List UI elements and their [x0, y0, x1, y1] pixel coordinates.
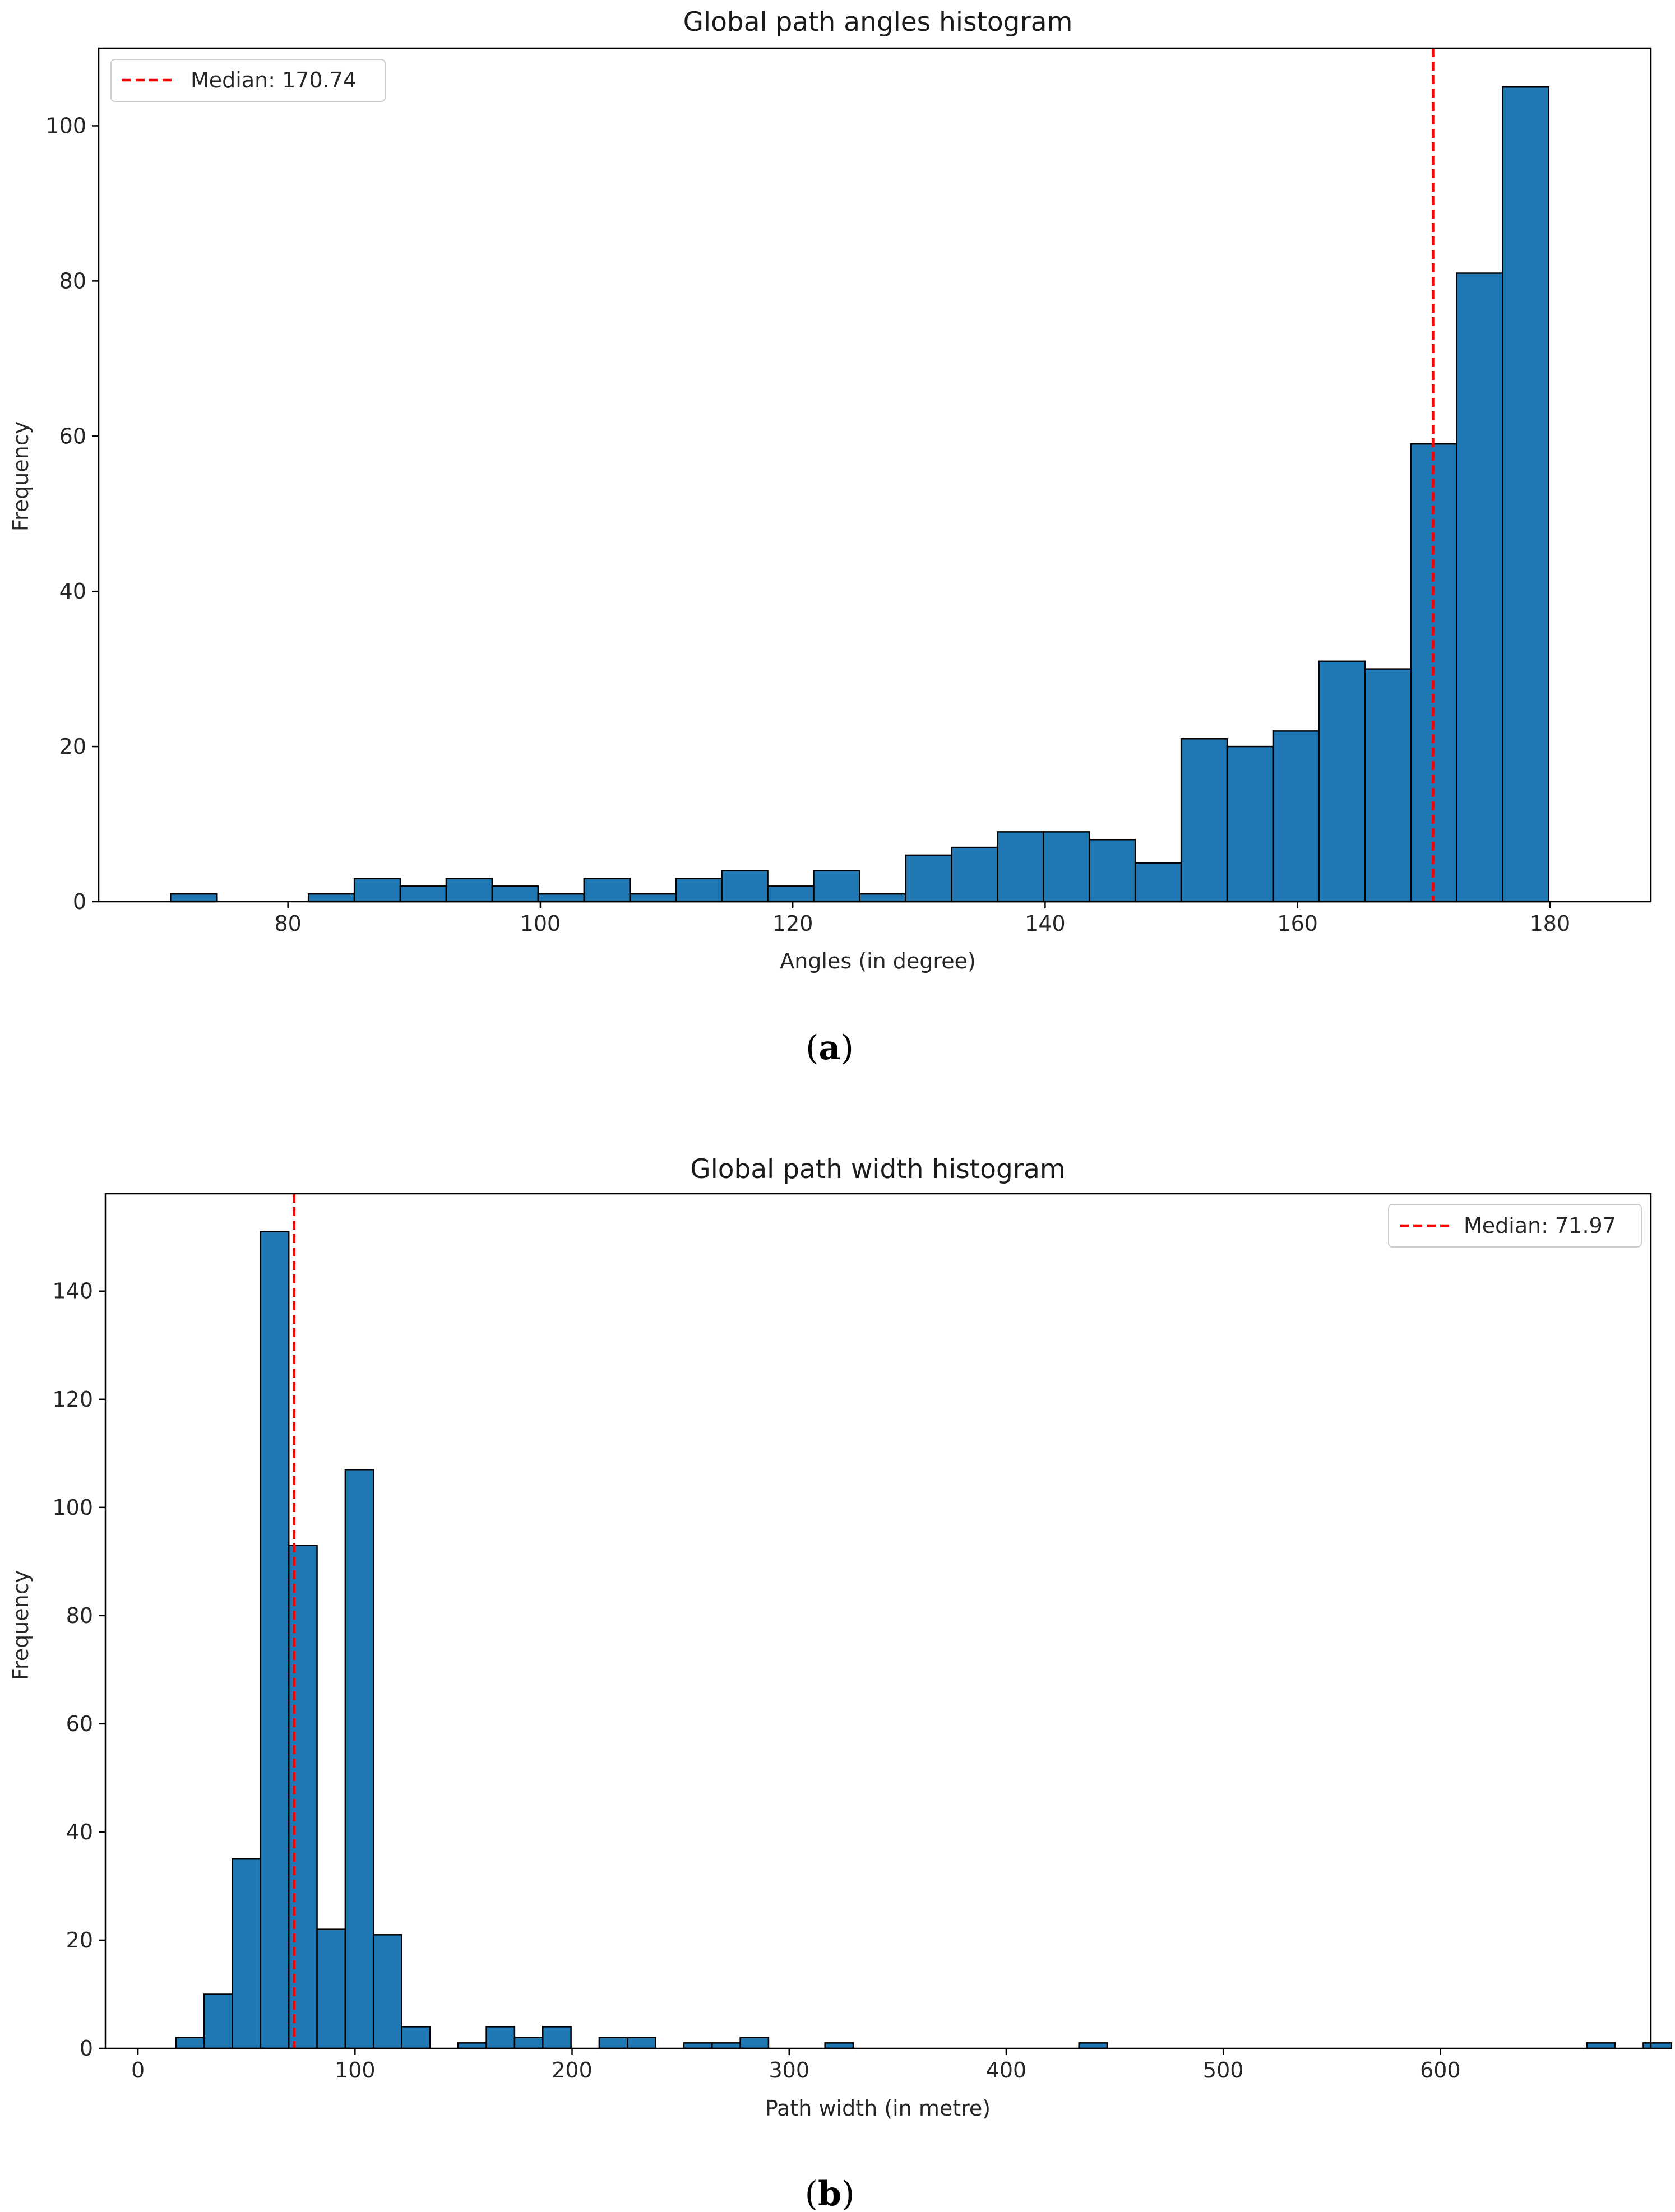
- x-tick-label: 200: [552, 2058, 593, 2083]
- histogram-bar: [1078, 2042, 1108, 2049]
- histogram-bar: [683, 2042, 713, 2049]
- histogram-bar: [1456, 272, 1503, 903]
- histogram-bar: [457, 2042, 487, 2049]
- y-tick-label: 140: [52, 1279, 93, 1304]
- histogram-bar: [175, 2037, 205, 2049]
- histogram-bar: [1364, 668, 1412, 903]
- x-axis-label: Path width (in metre): [765, 2096, 991, 2121]
- histogram-bar: [445, 878, 493, 903]
- y-tick-label: 20: [59, 734, 86, 759]
- histogram-bar: [537, 893, 585, 903]
- x-tick-label: 500: [1203, 2058, 1244, 2083]
- angles-histogram-panel: Global path angles histogram 80 100 120 140…: [8, 7, 1652, 1068]
- histogram-bar: [316, 1928, 346, 2049]
- histogram-bar: [288, 1545, 318, 2049]
- x-tick-label: 300: [769, 2058, 809, 2083]
- legend-median-label: Median: 170.74: [191, 68, 357, 92]
- chart-title: Global path angles histogram: [683, 7, 1073, 38]
- y-axis-label: Frequency: [8, 421, 33, 531]
- x-tick-label: 0: [131, 2058, 145, 2083]
- y-tick-label: 120: [52, 1387, 93, 1412]
- caption-letter: b: [818, 2174, 841, 2212]
- y-tick-label: 100: [45, 113, 86, 138]
- histogram-bar: [859, 893, 906, 903]
- plot-frame: [98, 47, 1652, 903]
- histogram-bar: [905, 854, 952, 903]
- histogram-bar: [627, 2037, 656, 2049]
- x-tick-label: 400: [986, 2058, 1027, 2083]
- histogram-bar: [675, 878, 723, 903]
- legend: Median: 170.74: [110, 59, 386, 102]
- x-tick-label: 140: [1025, 911, 1066, 936]
- histogram-bar: [344, 1469, 374, 2049]
- histogram-bar: [1586, 2042, 1616, 2049]
- histogram-bar: [307, 893, 355, 903]
- y-tick-label: 80: [59, 268, 86, 293]
- x-tick-label: 160: [1277, 911, 1318, 936]
- histogram-bar: [203, 1993, 233, 2049]
- histogram-bar: [1043, 831, 1090, 903]
- x-tick-label: 80: [275, 911, 302, 936]
- histogram-bar: [1642, 2042, 1673, 2049]
- legend-box: [110, 59, 386, 102]
- y-tick-label: 60: [59, 424, 86, 448]
- x-tick-label: 120: [772, 911, 813, 936]
- panel-caption: (b): [805, 2174, 855, 2212]
- caption-letter: a: [819, 1028, 841, 1068]
- y-axis-label: Frequency: [8, 1570, 33, 1680]
- histogram-bar: [767, 885, 815, 903]
- histogram-bar: [997, 831, 1044, 903]
- y-tick-label: 80: [66, 1603, 93, 1628]
- x-tick-label: 600: [1420, 2058, 1461, 2083]
- panel-caption: (a): [806, 1028, 854, 1068]
- histogram-bar: [629, 893, 677, 903]
- chart-title: Global path width histogram: [690, 1154, 1065, 1185]
- y-tick-label: 20: [66, 1928, 93, 1953]
- histogram-bar: [739, 2037, 770, 2049]
- histogram-bar: [260, 1231, 290, 2049]
- histogram-bar: [491, 885, 539, 903]
- x-axis-label: Angles (in degree): [780, 949, 976, 973]
- histogram-bar: [813, 870, 860, 903]
- width-histogram-panel: Global path width histogram 0 100 200 300 40…: [8, 1154, 1673, 2212]
- histogram-bar: [372, 1934, 402, 2049]
- y-tick-label: 0: [80, 2036, 93, 2061]
- histogram-bar: [399, 885, 447, 903]
- histogram-bar: [1088, 838, 1136, 903]
- y-tick-label: 40: [59, 579, 86, 604]
- y-tick-label: 60: [66, 1712, 93, 1736]
- histogram-bar: [513, 2037, 544, 2049]
- plot-frame: [104, 1193, 1652, 2049]
- histogram-bar: [583, 878, 631, 903]
- histogram-bar: [1180, 738, 1228, 903]
- histogram-bar: [721, 870, 769, 903]
- x-tick-label: 180: [1530, 911, 1571, 936]
- histogram-bar: [1134, 862, 1182, 903]
- y-tick-label: 40: [66, 1820, 93, 1844]
- histogram-bar: [951, 846, 998, 903]
- histogram-bar: [1502, 86, 1549, 903]
- histogram-bar: [232, 1858, 262, 2049]
- x-tick-label: 100: [335, 2058, 376, 2083]
- y-tick-label: 0: [73, 889, 86, 914]
- histogram-bar: [401, 2026, 431, 2049]
- histogram-bar: [353, 878, 401, 903]
- histogram-bar: [1318, 660, 1366, 903]
- legend-median-label: Median: 71.97: [1464, 1213, 1616, 1238]
- histogram-bar: [711, 2042, 741, 2049]
- legend-box: [1388, 1204, 1642, 1248]
- histogram-bar: [824, 2042, 854, 2049]
- histogram-bar: [542, 2026, 572, 2049]
- histogram-bar: [485, 2026, 516, 2049]
- histogram-bar: [598, 2037, 628, 2049]
- y-tick-label: 100: [52, 1495, 93, 1520]
- histogram-bar: [1226, 745, 1274, 903]
- legend: Median: 71.97: [1388, 1204, 1642, 1248]
- x-tick-label: 100: [520, 911, 561, 936]
- histogram-bar: [170, 893, 218, 903]
- histogram-bar: [1272, 730, 1320, 903]
